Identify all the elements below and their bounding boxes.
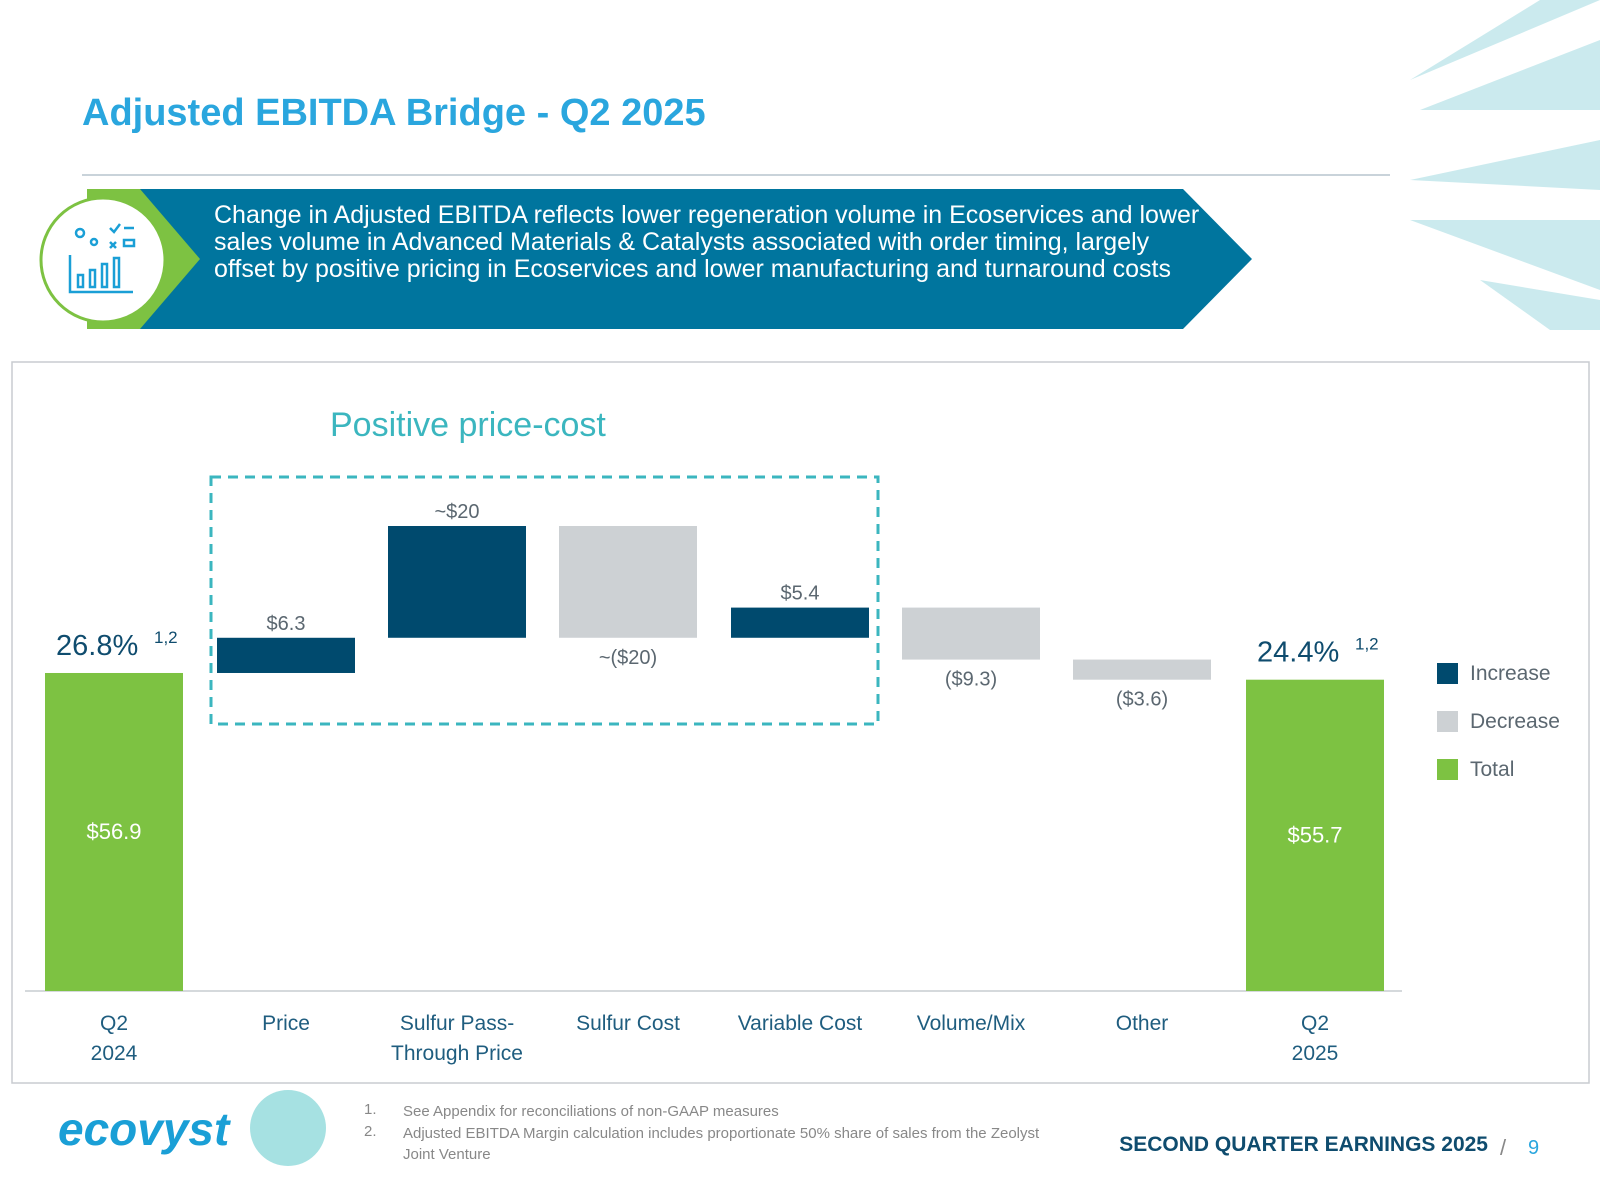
legend-label: Increase [1470,662,1551,685]
x-tick-label: Q2 2024 [90,1012,138,1065]
margin-label: 24.4% [1257,637,1339,669]
bar [902,607,1040,660]
value-label: ~($20) [599,647,657,669]
ray [1410,140,1600,190]
title: Adjusted EBITDA Bridge - Q2 2025 [82,92,706,134]
x-tick-label: Volume/Mix [916,1012,1026,1035]
x-tick-label: Variable Cost [737,1012,863,1035]
annotation: Positive price-cost [330,406,606,444]
ray [1410,0,1600,80]
x-tick-label: Other [1115,1012,1169,1035]
x-tick-label: Q2 2025 [1291,1012,1339,1065]
footnote-number: 1. [364,1101,377,1118]
callout-banner [87,189,1252,329]
margin-label: 26.8% [56,630,138,662]
ray [1480,280,1600,330]
x-tick-label: Sulfur Pass- Through Price [391,1012,523,1065]
bar [388,526,526,638]
footnote: See Appendix for reconciliations of non-… [403,1103,779,1120]
ray [1420,40,1600,110]
bar [731,607,869,638]
value-label: ~$20 [434,501,479,523]
value-label: $56.9 [86,819,141,844]
bar [1246,679,1384,991]
legend-swatch [1437,759,1458,780]
margin-note: 1,2 [1355,635,1379,654]
highlight-box [209,475,880,726]
callout-icon [39,196,167,324]
value-label: ($3.6) [1116,689,1168,711]
value-label: $6.3 [267,613,306,635]
value-label: ($9.3) [945,669,997,691]
value-label: $55.7 [1287,822,1342,847]
margin-note: 1,2 [154,628,178,647]
bar [1073,659,1211,680]
legend-label: Total [1470,758,1515,781]
bar [559,526,697,638]
footer-text: SECOND QUARTER EARNINGS 2025 [1119,1133,1488,1156]
icon-chart [68,223,136,294]
footer-logo-rays [250,1090,326,1166]
bar [45,672,183,991]
x-tick-label: Price [262,1012,310,1035]
chart-panel [11,361,1590,1084]
bar [217,637,355,673]
footnote: Adjusted EBITDA Margin calculation inclu… [403,1125,1040,1163]
legend-swatch [1437,663,1458,684]
decor-rays [1410,0,1600,330]
brand-logo: ecovyst [58,1103,230,1155]
callout-text: Change in Adjusted EBITDA reflects lower… [214,201,1200,283]
ray [1410,220,1600,290]
page-number: 9 [1528,1137,1540,1159]
x-tick-label: Sulfur Cost [576,1012,680,1035]
separator: / [1500,1135,1507,1160]
footnote-number: 2. [364,1123,377,1140]
legend-swatch [1437,711,1458,732]
legend-label: Decrease [1470,710,1560,733]
value-label: $5.4 [781,583,820,605]
